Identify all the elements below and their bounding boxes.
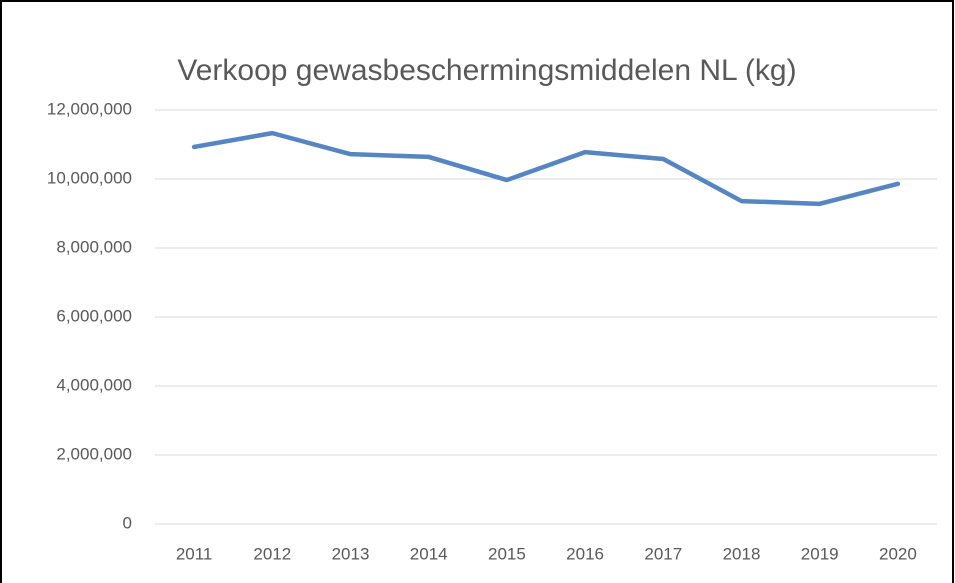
x-tick-label: 2015 [488,544,526,563]
x-tick-label: 2018 [723,544,761,563]
x-tick-label: 2014 [410,544,448,563]
x-tick-label: 2016 [566,544,604,563]
y-tick-label: 4,000,000 [56,375,132,394]
y-tick-label: 2,000,000 [56,444,132,463]
y-tick-label: 12,000,000 [47,99,132,118]
y-tick-label: 0 [123,513,132,532]
data-line [191,130,901,207]
y-tick-label: 6,000,000 [56,306,132,325]
x-tick-label: 2011 [176,544,213,563]
y-tick-label: 10,000,000 [47,168,132,187]
chart-title: Verkoop gewasbeschermingsmiddelen NL (kg… [177,54,796,87]
x-tick-label: 2012 [253,544,291,563]
x-tick-label: 2020 [879,544,917,563]
x-tick-label: 2019 [801,544,839,563]
y-tick-label: 8,000,000 [56,237,132,256]
x-tick-label: 2013 [332,544,370,563]
x-tick-label: 2017 [644,544,682,563]
